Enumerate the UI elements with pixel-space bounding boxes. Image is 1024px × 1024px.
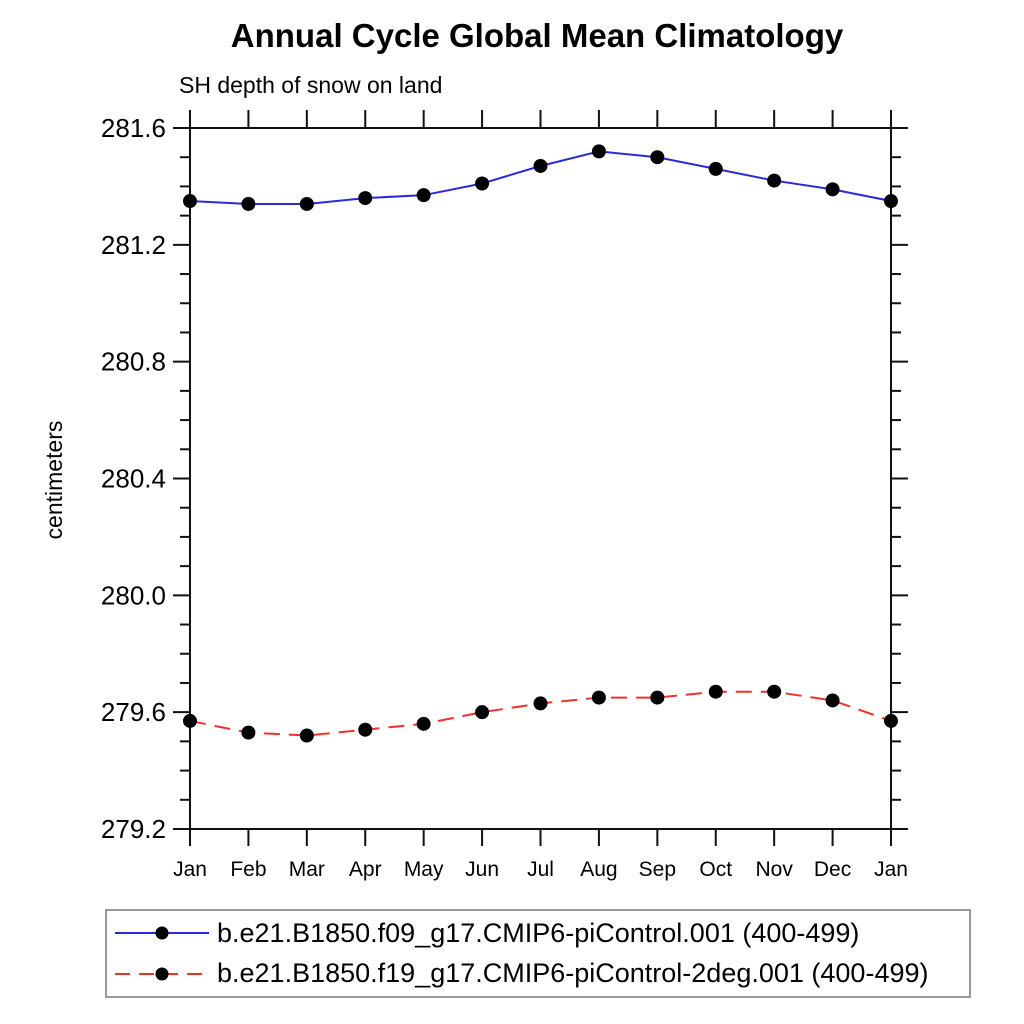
x-tick-label: Nov (755, 858, 793, 881)
data-point-marker (767, 173, 782, 188)
data-point-marker (475, 176, 490, 191)
data-point-marker (241, 725, 256, 740)
y-tick-label: 281.2 (101, 230, 166, 260)
data-point-marker (358, 191, 373, 206)
x-tick-label: Mar (289, 858, 325, 881)
data-point-marker (299, 728, 314, 743)
data-point-marker (475, 705, 490, 720)
x-tick-label: Oct (699, 858, 732, 881)
data-point-marker (708, 684, 723, 699)
y-tick-label: 281.6 (101, 113, 166, 143)
legend-marker-dot-icon (155, 967, 169, 981)
legend-item: b.e21.B1850.f09_g17.CMIP6-piControl.001 … (107, 918, 969, 949)
data-point-marker (533, 696, 548, 711)
chart-subtitle: SH depth of snow on land (179, 72, 442, 98)
data-point-marker (825, 693, 840, 708)
y-tick-label: 280.0 (101, 580, 166, 610)
x-tick-label: Dec (814, 858, 851, 881)
legend-item: b.e21.B1850.f19_g17.CMIP6-piControl-2deg… (107, 958, 969, 989)
legend-label: b.e21.B1850.f09_g17.CMIP6-piControl.001 … (217, 917, 860, 948)
legend-line-sample-solid (115, 926, 209, 940)
data-point-marker (825, 182, 840, 197)
x-tick-label: Feb (230, 858, 266, 881)
y-tick-label: 280.4 (101, 464, 166, 494)
data-point-marker (416, 716, 431, 731)
data-point-marker (884, 194, 898, 209)
data-point-marker (650, 150, 665, 165)
x-tick-label: Aug (580, 858, 617, 881)
data-point-marker (884, 713, 898, 728)
data-point-marker (183, 713, 197, 728)
data-point-marker (299, 196, 314, 211)
chart-title: Annual Cycle Global Mean Climatology (231, 17, 844, 54)
x-tick-label: Apr (349, 858, 382, 881)
x-tick-label: Jan (173, 858, 207, 881)
data-point-marker (591, 144, 606, 159)
legend: b.e21.B1850.f09_g17.CMIP6-piControl.001 … (105, 909, 971, 998)
y-axis-title: centimeters (41, 421, 67, 540)
data-point-marker (650, 690, 665, 705)
x-tick-label: Jan (874, 858, 908, 881)
legend-line-sample-dashed (115, 967, 209, 981)
plot-frame (189, 127, 892, 830)
data-point-marker (416, 188, 431, 203)
data-point-marker (708, 161, 723, 176)
y-tick-label: 279.2 (101, 814, 166, 844)
data-point-marker (183, 194, 197, 209)
x-tick-label: Jul (527, 858, 554, 881)
data-point-marker (241, 196, 256, 211)
x-tick-label: May (404, 858, 444, 881)
x-tick-label: Jun (465, 858, 499, 881)
y-tick-label: 279.6 (101, 697, 166, 727)
legend-marker-dot-icon (155, 926, 169, 940)
legend-label: b.e21.B1850.f19_g17.CMIP6-piControl-2deg… (217, 958, 929, 989)
data-point-marker (767, 684, 782, 699)
data-point-marker (533, 158, 548, 173)
data-point-marker (358, 722, 373, 737)
data-point-marker (591, 690, 606, 705)
y-tick-label: 280.8 (101, 347, 166, 377)
x-tick-label: Sep (639, 858, 676, 881)
